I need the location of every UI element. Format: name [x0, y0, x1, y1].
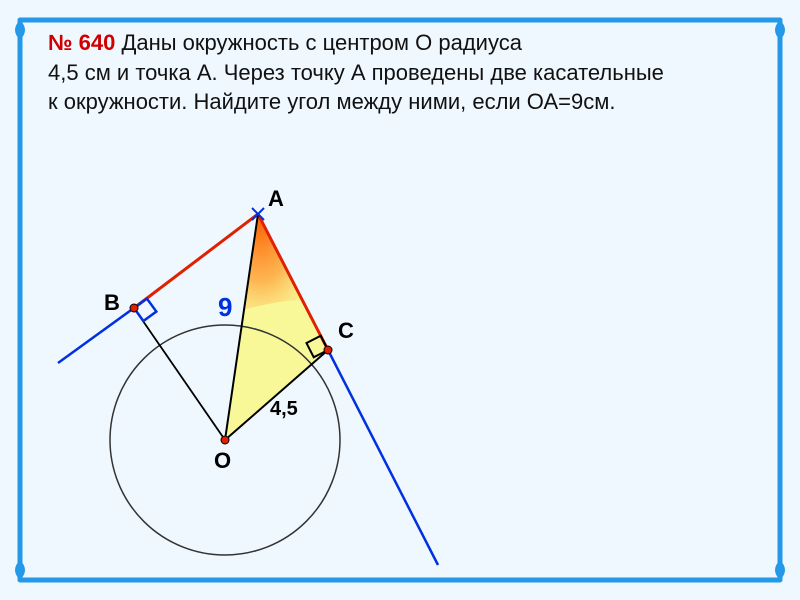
label-o: О	[214, 448, 231, 474]
label-a: А	[268, 186, 284, 212]
problem-line2: 4,5 см и точка А. Через точку А проведен…	[48, 60, 664, 85]
label-b: В	[104, 290, 120, 316]
problem-number: № 640	[48, 30, 115, 55]
problem-statement: № 640 Даны окружность с центром О радиус…	[48, 28, 752, 117]
label-radius: 4,5	[270, 398, 298, 421]
label-nine: 9	[218, 292, 232, 323]
problem-line1: Даны окружность с центром О радиуса	[115, 30, 522, 55]
label-c: С	[338, 318, 354, 344]
problem-line3: к окружности. Найдите угол между ними, е…	[48, 89, 615, 114]
